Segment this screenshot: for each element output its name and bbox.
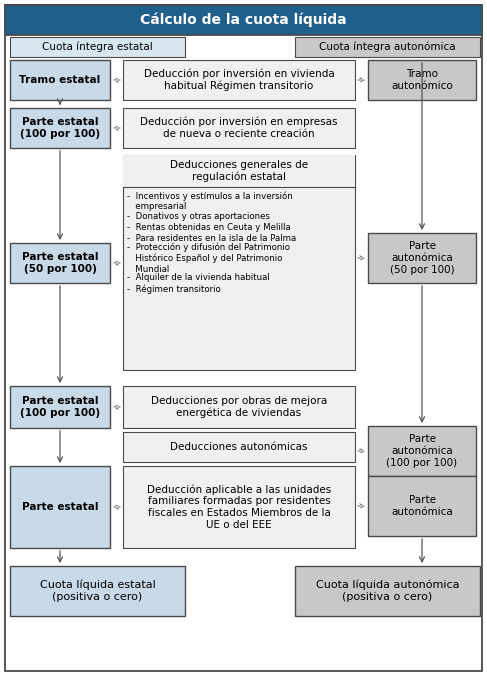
Bar [295, 566, 480, 616]
Text: Deducciones por obras de mejora
energética de viviendas: Deducciones por obras de mejora energéti… [151, 396, 327, 418]
Text: Parte estatal
(100 por 100): Parte estatal (100 por 100) [20, 117, 100, 139]
Bar [5, 5, 482, 35]
Text: -  Rentas obtenidas en Ceuta y Melilla: - Rentas obtenidas en Ceuta y Melilla [127, 223, 291, 233]
Bar [123, 432, 355, 462]
Bar [123, 155, 355, 370]
Text: Parte
autonómica
(100 por 100): Parte autonómica (100 por 100) [387, 435, 458, 468]
Text: Tramo
autonómico: Tramo autonómico [391, 69, 453, 91]
Bar [10, 243, 110, 283]
Bar [123, 60, 355, 100]
Bar [368, 233, 476, 283]
Text: Cuota íntegra estatal: Cuota íntegra estatal [42, 42, 153, 52]
Bar [10, 108, 110, 148]
Bar [368, 426, 476, 476]
Text: Parte
autonómica: Parte autonómica [391, 496, 453, 516]
Text: Deducción por inversión en empresas
de nueva o reciente creación: Deducción por inversión en empresas de n… [140, 117, 338, 139]
Bar [123, 386, 355, 428]
Text: -  Protección y difusión del Patrimonio
   Histórico Español y del Patrimonio
  : - Protección y difusión del Patrimonio H… [127, 243, 290, 274]
Text: Tramo estatal: Tramo estatal [19, 75, 101, 85]
Text: Deducciones generales de
regulación estatal: Deducciones generales de regulación esta… [170, 160, 308, 182]
Text: Deducciones autonómicas: Deducciones autonómicas [170, 442, 308, 452]
Text: -  Donativos y otras aportaciones: - Donativos y otras aportaciones [127, 212, 270, 221]
Text: Parte estatal: Parte estatal [22, 502, 98, 512]
Text: -  Alquiler de la vivienda habitual: - Alquiler de la vivienda habitual [127, 273, 270, 283]
Bar [295, 37, 480, 57]
Text: Parte
autonómica
(50 por 100): Parte autonómica (50 por 100) [390, 241, 454, 274]
Bar [10, 37, 185, 57]
Text: -  Régimen transitorio: - Régimen transitorio [127, 284, 221, 293]
Bar [10, 60, 110, 100]
Bar [368, 60, 476, 100]
Text: Cuota líquida autonómica
(positiva o cero): Cuota líquida autonómica (positiva o cer… [316, 580, 459, 602]
Bar [123, 108, 355, 148]
Bar [10, 466, 110, 548]
Bar [123, 466, 355, 548]
Text: -  Para residentes en la isla de la Palma: - Para residentes en la isla de la Palma [127, 235, 296, 243]
Text: Deducción aplicable a las unidades
familiares formadas por residentes
fiscales e: Deducción aplicable a las unidades famil… [147, 484, 331, 530]
Text: Cálculo de la cuota líquida: Cálculo de la cuota líquida [140, 13, 347, 27]
Bar [10, 566, 185, 616]
Bar [10, 386, 110, 428]
Bar [368, 476, 476, 536]
Text: -  Incentivos y estímulos a la inversión
   empresarial: - Incentivos y estímulos a la inversión … [127, 191, 293, 212]
Text: Parte estatal
(50 por 100): Parte estatal (50 por 100) [22, 252, 98, 274]
Text: Cuota líquida estatal
(positiva o cero): Cuota líquida estatal (positiva o cero) [39, 580, 155, 602]
Text: Cuota íntegra autonómica: Cuota íntegra autonómica [319, 42, 456, 52]
Text: Deducción por inversión en vivienda
habitual Régimen transitorio: Deducción por inversión en vivienda habi… [144, 69, 335, 91]
Text: Parte estatal
(100 por 100): Parte estatal (100 por 100) [20, 396, 100, 418]
Bar [123, 155, 355, 187]
